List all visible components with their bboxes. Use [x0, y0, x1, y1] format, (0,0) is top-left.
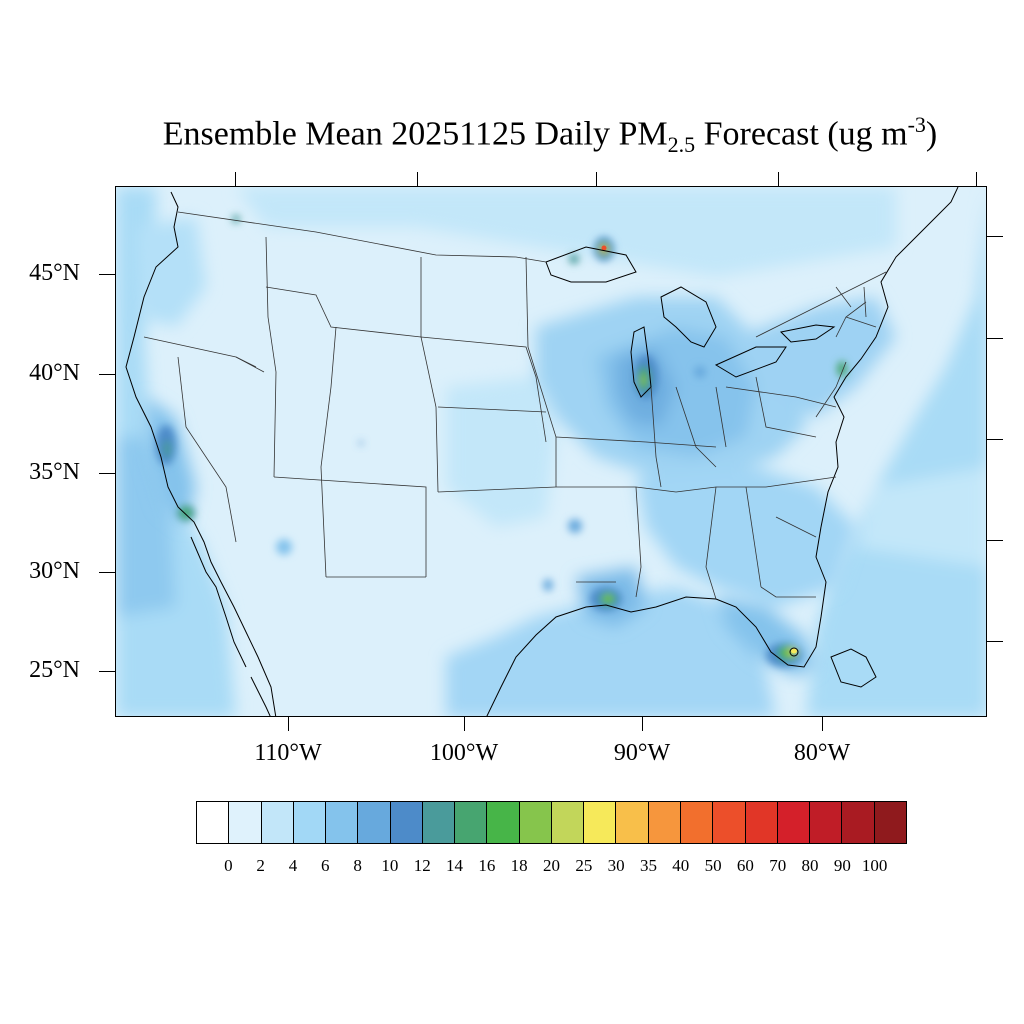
lat-label-40n: 40°N: [29, 360, 80, 386]
colorbar-cell: [713, 802, 746, 843]
colorbar-label: 6: [321, 856, 330, 875]
colorbar-cell: [519, 802, 552, 843]
colorbar-label: 25: [575, 856, 593, 875]
top-tick: [417, 172, 418, 186]
lake-okeechobee: [789, 647, 799, 657]
state-borders: [143, 211, 887, 600]
bottom-tick: [288, 717, 289, 731]
colorbar-cell: [229, 802, 262, 843]
map-canvas: [116, 187, 986, 716]
colorbar-label: 60: [736, 856, 754, 875]
top-tick: [235, 172, 236, 186]
colorbar-cell: [584, 802, 617, 843]
colorbar-label: 70: [769, 856, 787, 875]
field-hotspots: [156, 215, 847, 667]
map-title: Ensemble Mean 20251125 Daily PM2.5 Forec…: [162, 112, 938, 158]
colorbar-label: 8: [353, 856, 362, 875]
lon-label-100w: 100°W: [429, 740, 499, 766]
colorbar-cell: [551, 802, 585, 843]
left-tick: [99, 572, 115, 573]
colorbar-label: 18: [510, 856, 528, 875]
top-tick: [778, 172, 779, 186]
colorbar-label: 12: [413, 856, 431, 875]
colorbar-cell: [842, 802, 875, 843]
colorbar-cell: [874, 802, 906, 843]
field-land-gradients: [136, 217, 896, 677]
right-tick: [987, 641, 1003, 642]
lat-label-35n: 35°N: [29, 459, 80, 485]
colorbar-label: 10: [381, 856, 399, 875]
colorbar-label: 4: [288, 856, 298, 875]
lat-label-30n: 30°N: [29, 558, 80, 584]
colorbar-cell: [777, 802, 811, 843]
bottom-tick: [642, 717, 643, 731]
left-tick: [99, 374, 115, 375]
colorbar-cell: [390, 802, 423, 843]
top-tick: [596, 172, 597, 186]
lon-label-110w: 110°W: [254, 740, 322, 766]
lat-label-45n: 45°N: [29, 260, 80, 286]
colorbar-label: 2: [256, 856, 265, 875]
right-tick: [987, 540, 1003, 541]
colorbar-cell: [745, 802, 778, 843]
left-tick: [99, 671, 115, 672]
colorbar-cell: [293, 802, 327, 843]
colorbar: [196, 801, 907, 844]
field-oceans: [116, 187, 986, 716]
right-tick: [987, 236, 1003, 237]
lat-label-25n: 25°N: [29, 657, 80, 683]
lon-label-90w: 90°W: [613, 740, 671, 766]
bottom-tick: [464, 717, 465, 731]
colorbar-cell: [197, 802, 230, 843]
left-tick: [99, 473, 115, 474]
colorbar-cell: [358, 802, 391, 843]
right-tick: [987, 439, 1003, 440]
left-tick: [99, 274, 115, 275]
colorbar-label: 30: [607, 856, 625, 875]
colorbar-cell: [487, 802, 520, 843]
lon-label-80w: 80°W: [793, 740, 851, 766]
colorbar-label: 16: [478, 856, 496, 875]
colorbar-cell: [648, 802, 681, 843]
colorbar-cell: [455, 802, 488, 843]
colorbar-cell: [616, 802, 649, 843]
colorbar-label: 35: [639, 856, 657, 875]
colorbar-label: 14: [446, 856, 464, 875]
colorbar-cell: [326, 802, 359, 843]
colorbar-label: 0: [224, 856, 233, 875]
colorbar-label: 40: [672, 856, 690, 875]
colorbar-cell: [810, 802, 843, 843]
bottom-tick: [822, 717, 823, 731]
colorbar-label: 50: [704, 856, 722, 875]
colorbar-label: 80: [801, 856, 819, 875]
colorbar-cell: [422, 802, 456, 843]
top-tick: [976, 172, 977, 186]
colorbar-label: 100: [861, 856, 888, 875]
right-tick: [987, 338, 1003, 339]
colorbar-cell: [680, 802, 714, 843]
colorbar-label: 90: [833, 856, 851, 875]
colorbar-cell: [261, 802, 294, 843]
pm25-map[interactable]: [115, 186, 987, 717]
field-core-hotspots: [601, 245, 797, 654]
colorbar-label: 20: [543, 856, 560, 875]
